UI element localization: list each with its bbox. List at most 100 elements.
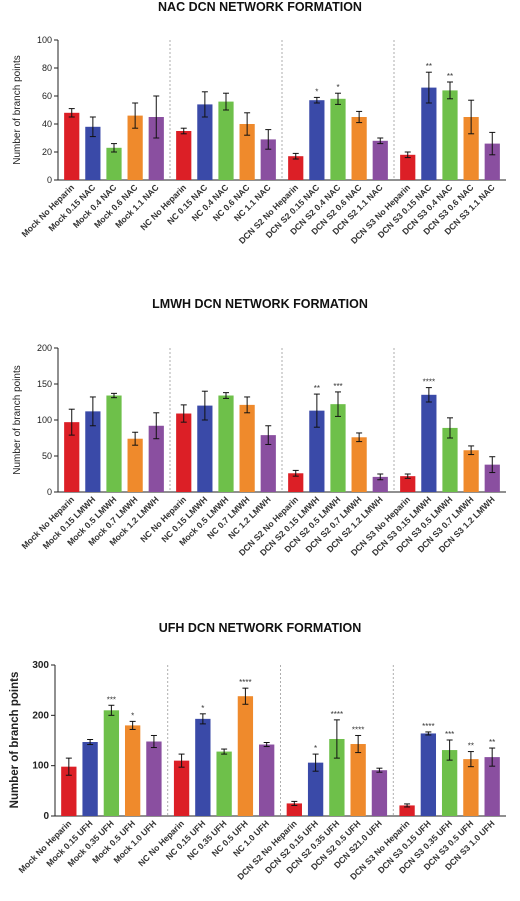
ufh-bar — [237, 696, 254, 816]
lmwh-significance-label: *** — [333, 382, 342, 391]
ufh-bar — [329, 738, 345, 816]
nac-bar — [85, 126, 101, 180]
ufh-significance-label: ** — [468, 742, 474, 751]
ufh-bar — [441, 750, 458, 816]
nac-chart: NAC DCN NETWORK FORMATION Number of bran… — [12, 0, 506, 246]
ufh-bar — [371, 770, 388, 816]
nac-bar — [421, 87, 437, 180]
lmwh-bar — [176, 413, 192, 492]
nac-bar — [148, 117, 164, 180]
lmwh-bar — [127, 438, 143, 492]
lmwh-bar — [309, 410, 325, 492]
lmwh-bar — [372, 476, 388, 492]
lmwh-bar — [64, 422, 80, 492]
lmwh-bar — [260, 435, 276, 492]
nac-bar — [127, 115, 143, 180]
ufh-bar — [259, 744, 275, 816]
lmwh-y-tick-label: 200 — [37, 343, 52, 353]
lmwh-bar — [288, 473, 304, 492]
ufh-significance-label: * — [314, 744, 317, 753]
lmwh-bar — [421, 394, 437, 492]
lmwh-bar — [148, 425, 164, 492]
lmwh-y-axis-label: Number of branch points — [12, 365, 23, 475]
nac-y-tick-label: 60 — [42, 91, 52, 101]
ufh-bar — [216, 751, 232, 816]
ufh-significance-label: *** — [445, 730, 454, 739]
ufh-y-tick-label: 300 — [32, 660, 49, 671]
ufh-significance-label: **** — [352, 725, 364, 734]
ufh-bar — [61, 766, 77, 816]
nac-chart-title: NAC DCN NETWORK FORMATION — [158, 0, 362, 14]
nac-bar — [64, 112, 80, 180]
lmwh-bar — [218, 395, 234, 492]
lmwh-significance-label: ** — [314, 384, 320, 393]
lmwh-y-tick-label: 0 — [47, 487, 52, 497]
ufh-bar — [420, 733, 437, 816]
nac-bar — [239, 124, 255, 180]
lmwh-significance-label: **** — [423, 378, 435, 387]
ufh-significance-label: **** — [331, 710, 343, 719]
lmwh-y-tick-label: 50 — [42, 451, 52, 461]
lmwh-bar — [239, 404, 255, 492]
nac-bar — [484, 143, 500, 180]
lmwh-bar — [197, 405, 213, 492]
ufh-y-tick-label: 200 — [32, 710, 49, 721]
ufh-bar — [103, 710, 120, 816]
nac-bar — [106, 147, 122, 180]
ufh-bar — [399, 805, 415, 816]
ufh-bar — [124, 725, 141, 816]
ufh-significance-label: **** — [422, 722, 434, 731]
lmwh-bar — [442, 427, 458, 492]
nac-y-tick-label: 100 — [37, 35, 52, 45]
ufh-bar — [350, 744, 366, 816]
lmwh-bar — [400, 476, 416, 492]
ufh-bar — [286, 803, 302, 816]
lmwh-bar — [85, 411, 101, 492]
ufh-chart-title: UFH DCN NETWORK FORMATION — [159, 621, 362, 635]
nac-y-tick-label: 80 — [42, 63, 52, 73]
lmwh-bar — [484, 464, 500, 492]
ufh-bar — [463, 759, 479, 816]
nac-bar — [309, 100, 325, 180]
nac-bar — [330, 98, 346, 180]
ufh-bar — [484, 757, 500, 816]
nac-bar — [197, 104, 213, 180]
ufh-chart: UFH DCN NETWORK FORMATION Number of bran… — [9, 621, 506, 882]
nac-significance-label: ** — [426, 62, 432, 71]
ufh-y-tick-label: 0 — [43, 811, 49, 822]
nac-significance-label: * — [336, 83, 339, 92]
nac-bar — [400, 154, 416, 180]
ufh-significance-label: *** — [107, 695, 116, 704]
nac-bar — [176, 131, 192, 180]
lmwh-bar — [351, 437, 367, 492]
ufh-significance-label: * — [201, 704, 204, 713]
nac-bar — [463, 117, 479, 180]
nac-y-tick-label: 20 — [42, 147, 52, 157]
ufh-bar — [173, 760, 190, 816]
nac-bar — [260, 139, 276, 180]
nac-y-tick-label: 40 — [42, 119, 52, 129]
lmwh-bar — [330, 404, 346, 492]
ufh-significance-label: ** — [489, 738, 495, 747]
ufh-y-axis-label: Number of branch points — [9, 672, 21, 809]
nac-bar — [288, 156, 304, 180]
lmwh-chart-title: LMWH DCN NETWORK FORMATION — [152, 297, 368, 311]
ufh-bar — [146, 741, 162, 816]
lmwh-y-tick-label: 150 — [37, 379, 52, 389]
nac-bar — [351, 117, 367, 180]
lmwh-bar — [463, 450, 479, 492]
ufh-bar — [195, 718, 211, 816]
ufh-y-tick-label: 100 — [32, 761, 49, 772]
nac-y-tick-label: 0 — [47, 175, 52, 185]
nac-y-axis-label: Number of branch points — [12, 55, 23, 165]
ufh-bar — [307, 762, 324, 816]
nac-bar — [218, 101, 234, 180]
ufh-significance-label: * — [131, 711, 134, 720]
ufh-significance-label: **** — [239, 678, 251, 687]
lmwh-bar — [106, 395, 122, 492]
nac-significance-label: ** — [447, 72, 453, 81]
nac-significance-label: * — [315, 87, 318, 96]
lmwh-chart: LMWH DCN NETWORK FORMATION Number of bra… — [12, 297, 506, 558]
lmwh-y-tick-label: 100 — [37, 415, 52, 425]
